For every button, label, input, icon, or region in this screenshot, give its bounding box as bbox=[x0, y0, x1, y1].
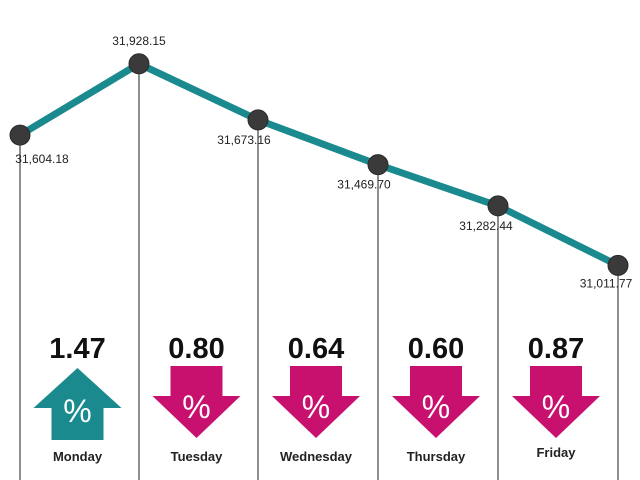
data-label-5: 31,011.77 bbox=[580, 276, 633, 290]
data-label-3: 31,469.70 bbox=[337, 178, 391, 192]
day-label-3: Thursday bbox=[407, 449, 466, 464]
data-point-3 bbox=[367, 154, 389, 176]
change-arrow-up-0 bbox=[33, 368, 122, 440]
data-label-1: 31,928.15 bbox=[112, 34, 166, 48]
day-label-2: Wednesday bbox=[280, 449, 353, 464]
data-point-1 bbox=[128, 53, 150, 75]
data-point-2 bbox=[247, 109, 269, 131]
percent-symbol-3: % bbox=[422, 389, 450, 425]
data-point-5 bbox=[607, 254, 629, 276]
percent-symbol-1: % bbox=[182, 389, 210, 425]
data-label-4: 31,282.44 bbox=[459, 219, 513, 233]
day-label-4: Friday bbox=[536, 445, 576, 460]
change-value-0: 1.47 bbox=[49, 333, 105, 365]
change-arrow-down-3 bbox=[392, 366, 480, 438]
data-label-2: 31,673.16 bbox=[217, 133, 271, 147]
data-label-0: 31,604.18 bbox=[15, 152, 69, 166]
change-arrow-down-2 bbox=[272, 366, 360, 438]
data-point-0 bbox=[9, 124, 31, 146]
data-point-4 bbox=[487, 195, 509, 217]
change-arrow-down-4 bbox=[512, 366, 600, 438]
percent-symbol-0: % bbox=[63, 393, 91, 429]
day-label-0: Monday bbox=[53, 449, 103, 464]
series-line bbox=[16, 60, 622, 269]
change-value-4: 0.87 bbox=[528, 333, 584, 365]
percent-symbol-2: % bbox=[302, 389, 330, 425]
change-arrow-down-1 bbox=[152, 366, 241, 438]
percent-symbol-4: % bbox=[542, 389, 570, 425]
change-value-1: 0.80 bbox=[168, 333, 224, 365]
day-label-1: Tuesday bbox=[171, 449, 224, 464]
change-value-2: 0.64 bbox=[288, 333, 344, 365]
change-value-3: 0.60 bbox=[408, 333, 464, 365]
